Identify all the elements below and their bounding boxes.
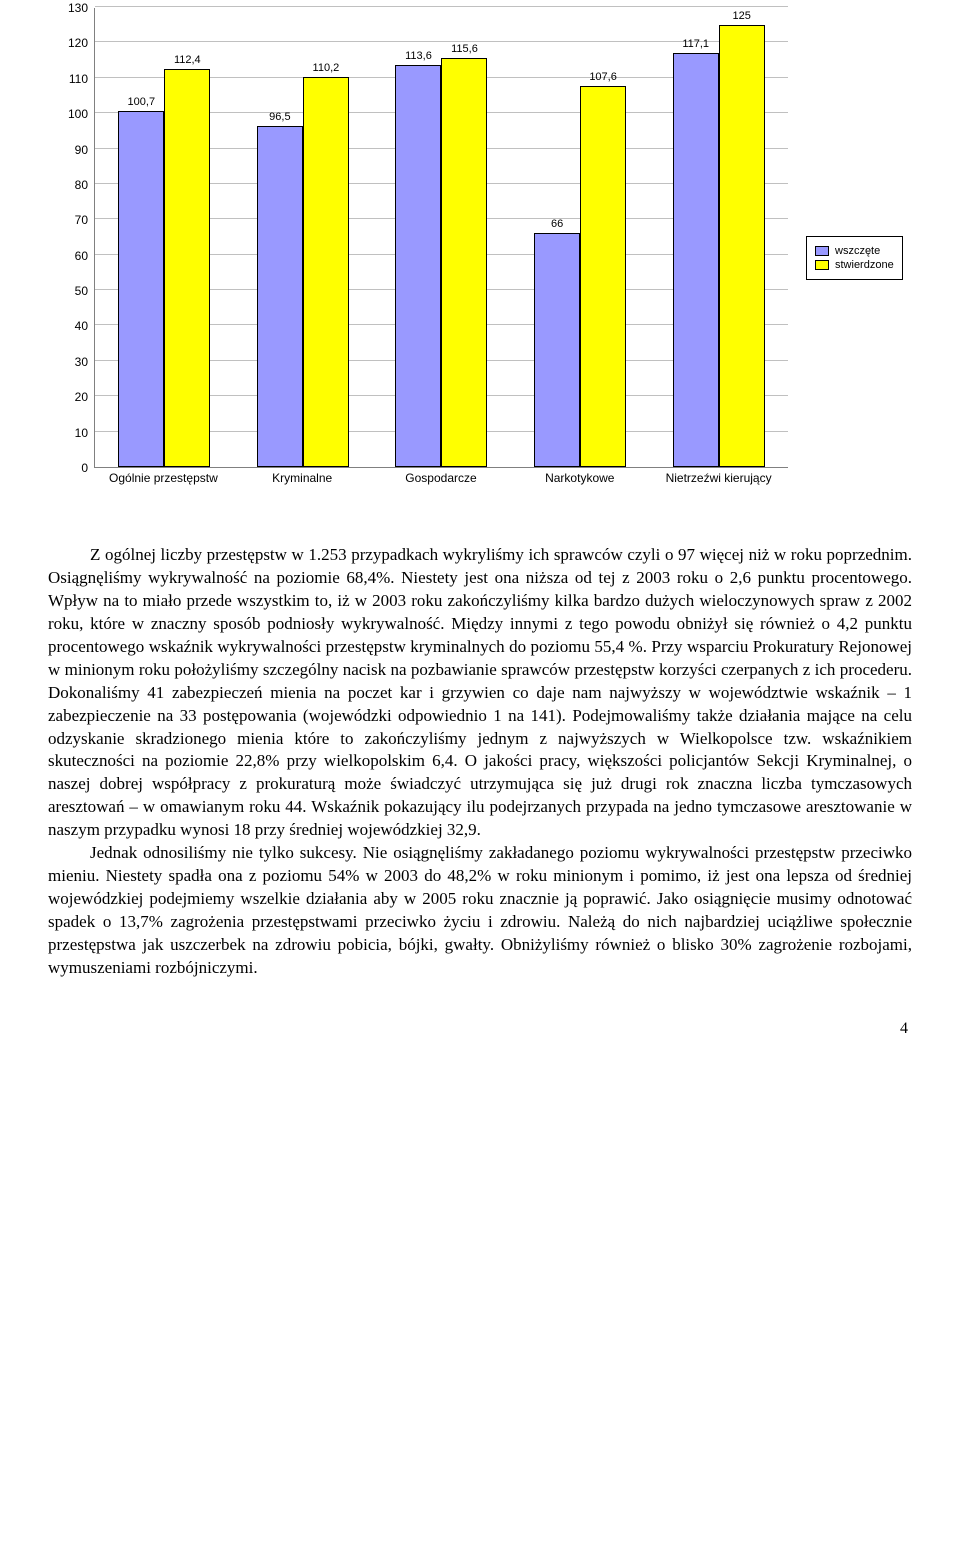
y-tick-label: 130 (68, 1, 88, 15)
bar-group: 66107,6 (525, 8, 635, 467)
page-number: 4 (48, 1020, 912, 1038)
legend-item: wszczęte (815, 245, 894, 257)
bar-value-label: 100,7 (128, 96, 156, 108)
legend-label: wszczęte (835, 245, 880, 257)
bar-value-label: 110,2 (313, 62, 340, 74)
chart-legend: wszczęte stwierdzone (806, 236, 903, 280)
y-tick-label: 120 (68, 36, 88, 50)
bar-group: 113,6115,6 (386, 8, 496, 467)
legend-swatch (815, 246, 829, 256)
bar: 96,5 (257, 126, 303, 467)
y-tick-label: 20 (75, 390, 88, 404)
bar: 100,7 (118, 111, 164, 467)
y-tick-label: 10 (75, 426, 88, 440)
bar-value-label: 117,1 (682, 38, 709, 50)
bar-chart: 0102030405060708090100110120130 100,7112… (56, 8, 796, 508)
legend-item: stwierdzone (815, 259, 894, 271)
document-body: Z ogólnej liczby przestępstw w 1.253 prz… (48, 544, 912, 980)
bar: 110,2 (303, 77, 349, 467)
bar: 113,6 (395, 65, 441, 467)
x-axis-label: Narkotykowe (525, 468, 635, 508)
bar-value-label: 125 (732, 10, 750, 22)
y-tick-label: 100 (68, 107, 88, 121)
y-tick-label: 40 (75, 319, 88, 333)
bar-group: 96,5110,2 (248, 8, 358, 467)
bar: 125 (719, 25, 765, 467)
plot-area: 100,7112,496,5110,2113,6115,666107,6117,… (94, 8, 788, 468)
bar-value-label: 112,4 (174, 54, 201, 66)
bar-value-label: 96,5 (269, 111, 290, 123)
x-axis-label: Kryminalne (247, 468, 357, 508)
bar-value-label: 107,6 (589, 71, 617, 83)
bar-group: 100,7112,4 (109, 8, 219, 467)
bar-group: 117,1125 (664, 8, 774, 467)
x-axis-label: Nietrzeźwi kierujący (664, 468, 774, 508)
y-tick-label: 70 (75, 213, 88, 227)
y-tick-label: 30 (75, 355, 88, 369)
y-tick-label: 0 (81, 461, 88, 475)
gridline (95, 6, 788, 7)
x-axis-label: Ogólnie przestępstw (108, 468, 218, 508)
bar: 112,4 (164, 69, 210, 467)
y-tick-label: 80 (75, 178, 88, 192)
bar: 107,6 (580, 86, 626, 467)
x-axis-labels: Ogólnie przestępstw Kryminalne Gospodarcze… (94, 468, 788, 508)
x-axis-label: Gospodarcze (386, 468, 496, 508)
bar-value-label: 66 (551, 218, 563, 230)
paragraph: Z ogólnej liczby przestępstw w 1.253 prz… (48, 544, 912, 842)
y-tick-label: 90 (75, 143, 88, 157)
bar: 115,6 (441, 58, 487, 467)
y-tick-label: 110 (69, 72, 88, 86)
legend-label: stwierdzone (835, 259, 894, 271)
bar: 66 (534, 233, 580, 467)
y-tick-label: 50 (75, 284, 88, 298)
chart-container: 0102030405060708090100110120130 100,7112… (48, 0, 912, 516)
y-tick-label: 60 (75, 249, 88, 263)
bar-value-label: 115,6 (451, 43, 478, 55)
y-axis: 0102030405060708090100110120130 (56, 8, 92, 468)
paragraph: Jednak odnosiliśmy nie tylko sukcesy. Ni… (48, 842, 912, 980)
bar: 117,1 (673, 53, 719, 467)
bar-value-label: 113,6 (405, 50, 432, 62)
bars-layer: 100,7112,496,5110,2113,6115,666107,6117,… (95, 8, 788, 467)
legend-swatch (815, 260, 829, 270)
